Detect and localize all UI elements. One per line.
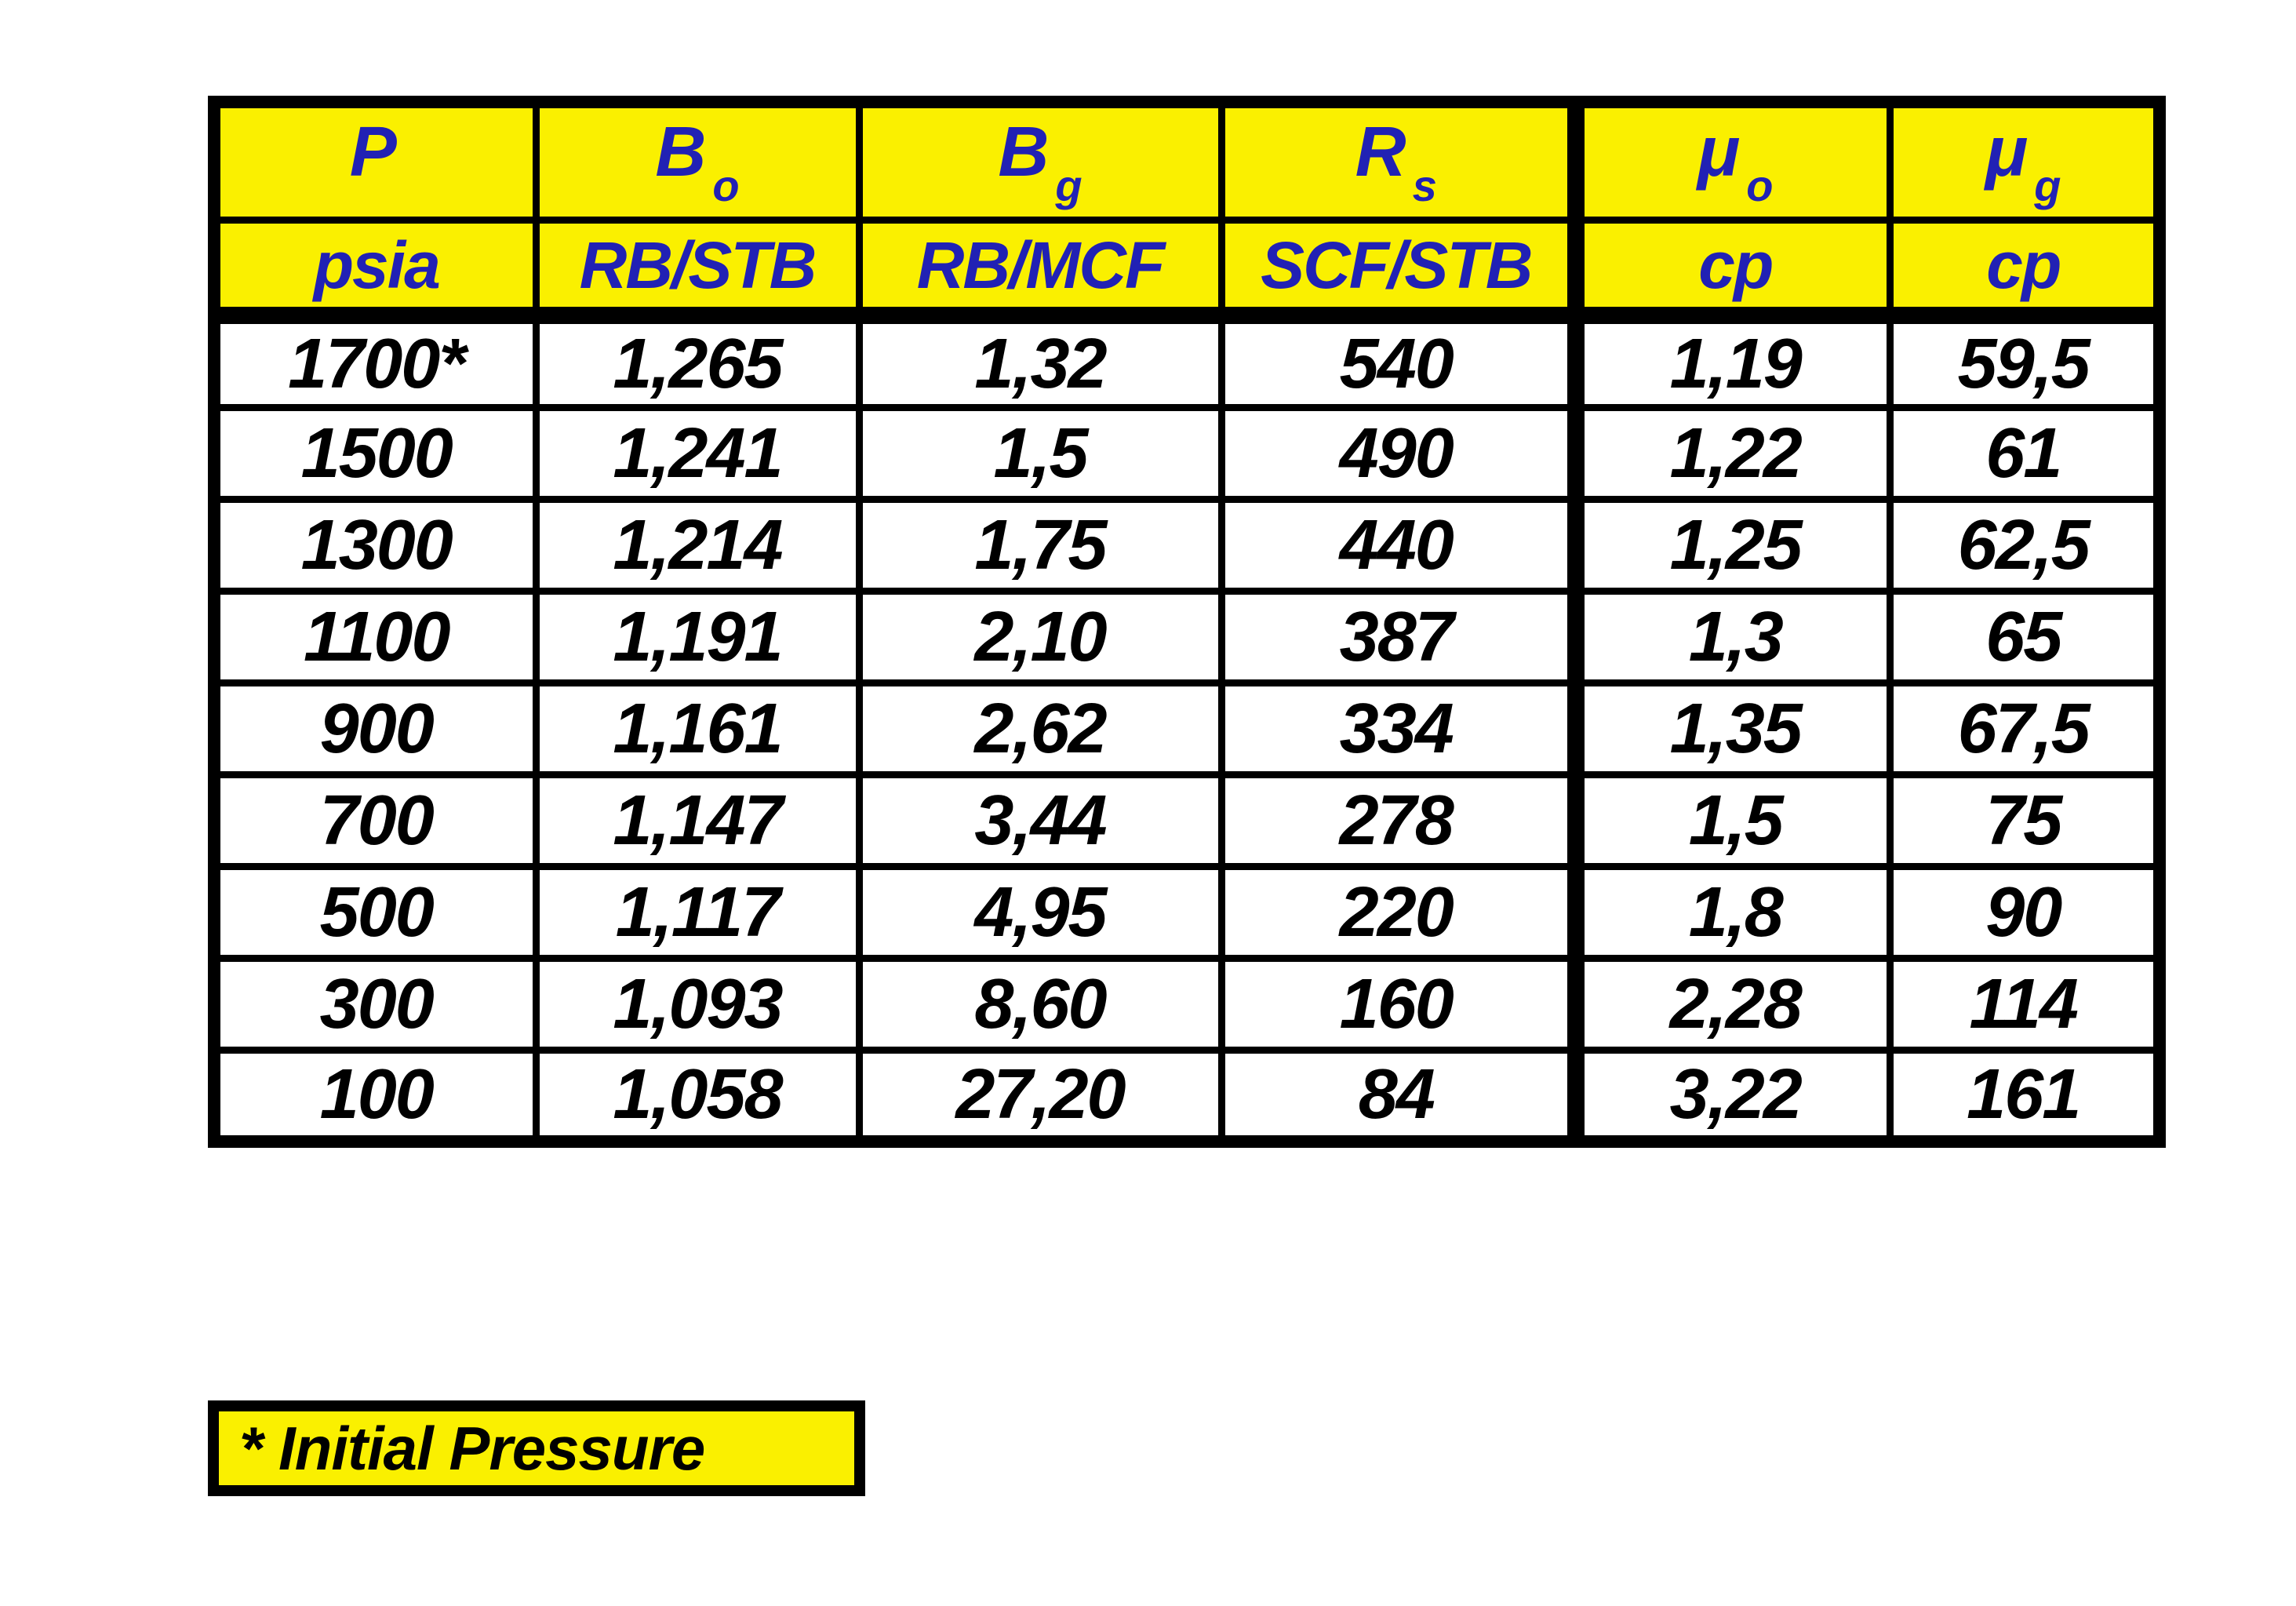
- table-row: 1500 1,241 1,5 490 1,22 61: [210, 403, 2163, 503]
- table-cell: 1,5: [1567, 770, 1894, 870]
- table-cell: 1,3: [1567, 587, 1894, 686]
- table-cell: 1,058: [532, 1046, 863, 1145]
- table-cell: 1500: [210, 403, 540, 503]
- header-p: P: [210, 98, 540, 224]
- header-subscript: s: [1412, 160, 1437, 210]
- table-cell: 1,5: [855, 403, 1225, 503]
- footnote-box: * Initial Pressure: [208, 1400, 865, 1496]
- table-cell: 387: [1217, 587, 1580, 686]
- table-cell: 1,22: [1567, 403, 1894, 503]
- table-cell: 1300: [210, 495, 540, 595]
- table-cell: 59,5: [1886, 311, 2163, 411]
- table-cell: 1,093: [532, 954, 863, 1054]
- table-cell: 700: [210, 770, 540, 870]
- header-symbol: B: [998, 112, 1050, 191]
- table-cell: 334: [1217, 679, 1580, 778]
- table-cell: 440: [1217, 495, 1580, 595]
- table-cell: 67,5: [1886, 679, 2163, 778]
- table-cell: 4,95: [855, 862, 1225, 962]
- table-cell: 100: [210, 1046, 540, 1145]
- table-cell: 84: [1217, 1046, 1580, 1145]
- table-cell: 3,22: [1567, 1046, 1894, 1145]
- table-cell: 1,19: [1567, 311, 1894, 411]
- table-cell: 90: [1886, 862, 2163, 962]
- table-row: 300 1,093 8,60 160 2,28 114: [210, 954, 2163, 1054]
- table-cell: 300: [210, 954, 540, 1054]
- table-row: 700 1,147 3,44 278 1,5 75: [210, 770, 2163, 870]
- header-subscript: o: [1746, 160, 1774, 210]
- table-row: 1700* 1,265 1,32 540 1,19 59,5: [210, 311, 2163, 411]
- table-cell: 1,8: [1567, 862, 1894, 962]
- table-cell: 1,191: [532, 587, 863, 686]
- header-symbol: μ: [1697, 112, 1741, 191]
- table-cell: 160: [1217, 954, 1580, 1054]
- table-cell: 114: [1886, 954, 2163, 1054]
- table-cell: 1,241: [532, 403, 863, 503]
- table-cell: 1,265: [532, 311, 863, 411]
- table-cell: 900: [210, 679, 540, 778]
- table-row: 100 1,058 27,20 84 3,22 161: [210, 1046, 2163, 1145]
- header-subscript: g: [1055, 160, 1083, 210]
- unit-cp-gas: cp: [1886, 216, 2163, 324]
- table-cell: 8,60: [855, 954, 1225, 1054]
- table-cell: 500: [210, 862, 540, 962]
- header-symbol: B: [655, 112, 707, 191]
- table-cell: 1700*: [210, 311, 540, 411]
- table-cell: 2,28: [1567, 954, 1894, 1054]
- footnote-text: * Initial Pressure: [239, 1413, 705, 1483]
- table-cell: 3,44: [855, 770, 1225, 870]
- table-cell: 220: [1217, 862, 1580, 962]
- table-row: 1100 1,191 2,10 387 1,3 65: [210, 587, 2163, 686]
- table-cell: 540: [1217, 311, 1580, 411]
- table-cell: 161: [1886, 1046, 2163, 1145]
- table-cell: 2,10: [855, 587, 1225, 686]
- table-cell: 75: [1886, 770, 2163, 870]
- table-cell: 1,35: [1567, 679, 1894, 778]
- table-cell: 27,20: [855, 1046, 1225, 1145]
- table-cell: 1100: [210, 587, 540, 686]
- table-cell: 1,214: [532, 495, 863, 595]
- header-subscript: g: [2034, 160, 2061, 210]
- table-cell: 65: [1886, 587, 2163, 686]
- table-cell: 1,75: [855, 495, 1225, 595]
- table-cell: 1,161: [532, 679, 863, 778]
- table-cell: 1,117: [532, 862, 863, 962]
- header-symbol: R: [1355, 112, 1406, 191]
- unit-cp-oil: cp: [1567, 216, 1894, 324]
- table-cell: 62,5: [1886, 495, 2163, 595]
- header-symbol: P: [349, 112, 397, 191]
- table-row: 500 1,117 4,95 220 1,8 90: [210, 862, 2163, 962]
- table-cell: 1,147: [532, 770, 863, 870]
- table-row: 900 1,161 2,62 334 1,35 67,5: [210, 679, 2163, 778]
- table-cell: 1,25: [1567, 495, 1894, 595]
- header-units-row: psia RB/STB RB/MCF SCF/STB cp cp: [210, 216, 2163, 324]
- unit-psia: psia: [210, 216, 540, 324]
- table-cell: 278: [1217, 770, 1580, 870]
- table-cell: 1,32: [855, 311, 1225, 411]
- header-symbol: μ: [1985, 112, 2029, 191]
- header-subscript: o: [712, 160, 740, 210]
- unit-rb-mcf: RB/MCF: [855, 216, 1225, 324]
- table-cell: 490: [1217, 403, 1580, 503]
- table-cell: 61: [1886, 403, 2163, 503]
- table-row: 1300 1,214 1,75 440 1,25 62,5: [210, 495, 2163, 595]
- table-cell: 2,62: [855, 679, 1225, 778]
- unit-scf-stb: SCF/STB: [1217, 216, 1580, 324]
- unit-rb-stb: RB/STB: [532, 216, 863, 324]
